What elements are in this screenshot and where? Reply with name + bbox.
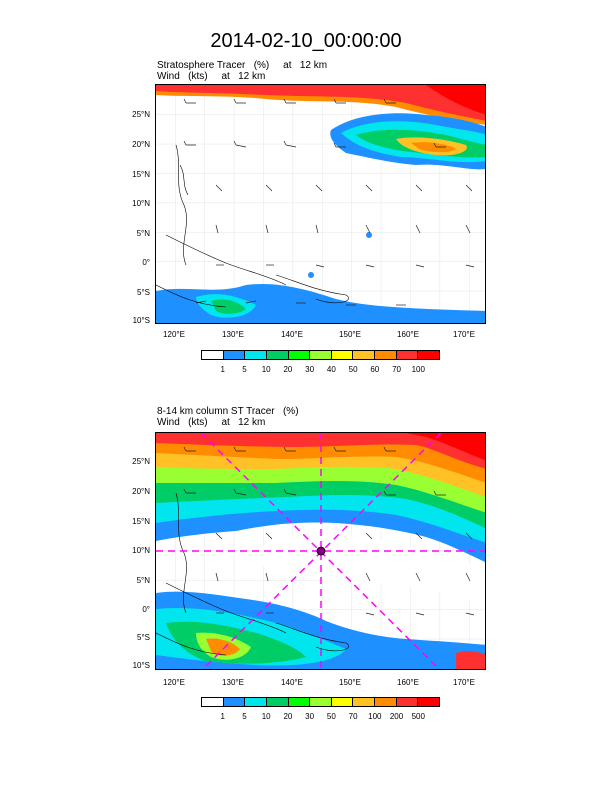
colorbar-swatch	[353, 698, 376, 706]
lat-tick: 25°N	[132, 457, 150, 466]
colorbar-swatch	[202, 698, 224, 706]
panel2-map	[155, 432, 486, 670]
lat-tick: 0°	[142, 605, 150, 614]
colorbar-swatch	[418, 351, 440, 359]
panel1-label-line2: Wind (kts) at 12 km	[157, 71, 266, 82]
colorbar-swatch	[396, 698, 419, 706]
lon-tick: 140°E	[281, 330, 303, 339]
lon-tick: 170°E	[453, 330, 475, 339]
colorbar-label: 10	[261, 365, 271, 374]
colorbar-swatch	[223, 698, 246, 706]
colorbar-swatch	[375, 698, 397, 706]
colorbar-label: 10	[261, 712, 271, 721]
colorbar-swatch	[288, 351, 311, 359]
colorbar-label: 50	[348, 365, 358, 374]
colorbar-label: 1	[220, 712, 225, 721]
lat-tick: 5°S	[137, 633, 150, 642]
colorbar-swatch	[245, 698, 267, 706]
colorbar-label: 100	[411, 365, 425, 374]
lon-tick: 130°E	[222, 678, 244, 687]
colorbar-swatch	[310, 698, 332, 706]
lat-tick: 5°N	[136, 576, 150, 585]
lon-tick: 120°E	[163, 678, 185, 687]
lat-tick: 0°	[142, 258, 150, 267]
lat-tick: 10°N	[132, 546, 150, 555]
lat-tick: 15°N	[132, 517, 150, 526]
panel2-label-line1: 8-14 km column ST Tracer (%)	[157, 406, 299, 417]
colorbar-label: 40	[326, 365, 336, 374]
colorbar-label: 30	[305, 365, 315, 374]
lon-tick: 170°E	[453, 678, 475, 687]
lat-tick: 10°N	[132, 199, 150, 208]
lat-tick: 25°N	[132, 110, 150, 119]
colorbar-label: 70	[348, 712, 358, 721]
lat-tick: 15°N	[132, 170, 150, 179]
lon-tick: 120°E	[163, 330, 185, 339]
panel2-label-line2: Wind (kts) at 12 km	[157, 417, 266, 428]
colorbar-swatch	[223, 351, 246, 359]
colorbar-label: 100	[368, 712, 382, 721]
lat-tick: 10°S	[132, 661, 150, 670]
colorbar-label: 500	[411, 712, 425, 721]
panel1-map	[155, 84, 486, 324]
colorbar-swatch	[375, 351, 397, 359]
colorbar-label: 60	[370, 365, 380, 374]
panel2-colorbar	[201, 697, 440, 707]
colorbar-swatch	[202, 351, 224, 359]
figure-title: 2014-02-10_00:00:00	[210, 30, 402, 52]
lat-tick: 10°S	[132, 316, 150, 325]
panel1-colorbar	[201, 350, 440, 360]
colorbar-swatch	[353, 351, 376, 359]
colorbar-label: 20	[283, 365, 293, 374]
colorbar-label: 200	[389, 712, 404, 721]
colorbar-label: 1	[220, 365, 225, 374]
lat-tick: 5°N	[136, 229, 150, 238]
colorbar-swatch	[331, 698, 354, 706]
lon-tick: 160°E	[397, 330, 419, 339]
colorbar-label: 20	[283, 712, 293, 721]
lat-tick: 20°N	[132, 487, 150, 496]
colorbar-swatch	[310, 351, 332, 359]
colorbar-swatch	[331, 351, 354, 359]
lat-tick: 5°S	[137, 288, 150, 297]
lon-tick: 150°E	[339, 678, 361, 687]
colorbar-swatch	[266, 698, 289, 706]
colorbar-swatch	[288, 698, 311, 706]
colorbar-label: 5	[242, 365, 247, 374]
colorbar-label: 30	[305, 712, 315, 721]
colorbar-label: 50	[326, 712, 336, 721]
lon-tick: 160°E	[397, 678, 419, 687]
panel1-label-line1: Stratosphere Tracer (%) at 12 km	[157, 60, 328, 71]
colorbar-label: 5	[242, 712, 247, 721]
lat-tick: 20°N	[132, 140, 150, 149]
colorbar-swatch	[418, 698, 440, 706]
lon-tick: 130°E	[222, 330, 244, 339]
colorbar-label: 70	[392, 365, 401, 374]
colorbar-swatch	[396, 351, 419, 359]
lon-tick: 140°E	[281, 678, 303, 687]
lon-tick: 150°E	[339, 330, 361, 339]
colorbar-swatch	[266, 351, 289, 359]
colorbar-swatch	[245, 351, 267, 359]
